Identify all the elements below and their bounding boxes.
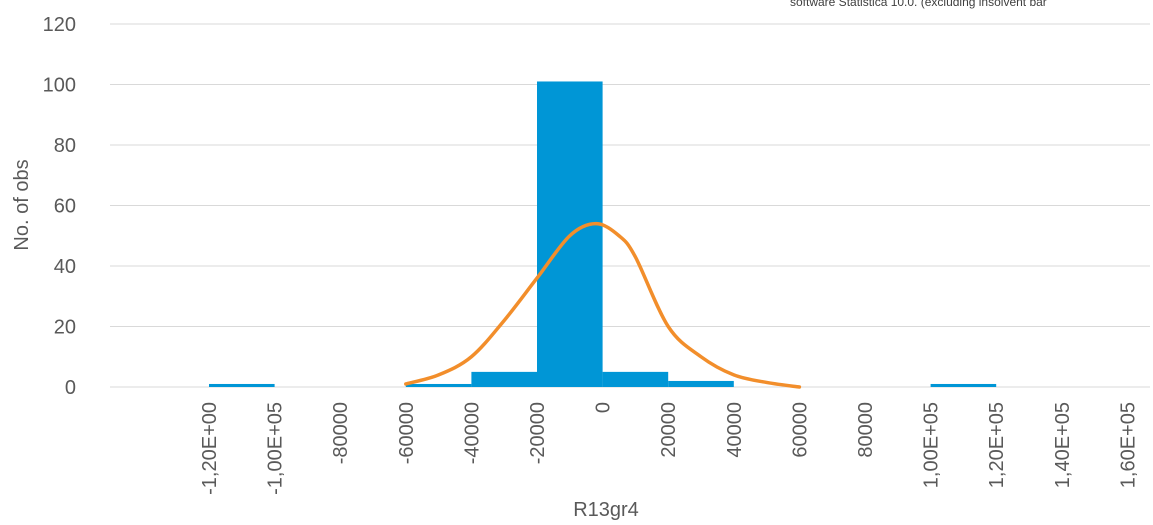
x-tick-13: 1,40E+05 bbox=[1052, 402, 1074, 488]
bar-0 bbox=[209, 383, 275, 387]
y-tick-60: 60 bbox=[54, 196, 76, 218]
histogram-bars bbox=[209, 81, 997, 387]
y-tick-100: 100 bbox=[43, 75, 76, 97]
x-tick-4: -40000 bbox=[461, 402, 483, 464]
bar-4 bbox=[602, 371, 669, 387]
bar-5 bbox=[668, 380, 734, 387]
x-tick-9: 60000 bbox=[789, 402, 811, 458]
x-tick-labels: -1,20E+00 -1,00E+05 -80000 -60000 -40000 -200… bbox=[199, 402, 1139, 495]
y-axis-label: No. of obs bbox=[11, 159, 33, 250]
x-tick-11: 1,00E+05 bbox=[921, 402, 943, 488]
x-tick-1: -1,00E+05 bbox=[265, 402, 287, 495]
grid-lines bbox=[110, 23, 1150, 388]
x-tick-12: 1,20E+05 bbox=[986, 402, 1008, 488]
normal-curve-line bbox=[404, 221, 802, 389]
x-tick-5: -20000 bbox=[527, 402, 549, 464]
x-tick-3: -60000 bbox=[396, 402, 418, 464]
y-tick-40: 40 bbox=[54, 256, 76, 278]
x-axis-label: R13gr4 bbox=[573, 499, 639, 521]
x-tick-0: -1,20E+00 bbox=[199, 402, 221, 495]
bar-6 bbox=[930, 383, 997, 387]
y-tick-labels: 0 20 40 60 80 100 120 bbox=[43, 14, 76, 399]
x-tick-2: -80000 bbox=[330, 402, 352, 464]
y-tick-120: 120 bbox=[43, 14, 76, 36]
y-tick-0: 0 bbox=[65, 377, 76, 399]
x-tick-6: 0 bbox=[593, 402, 615, 413]
x-tick-14: 1,60E+05 bbox=[1117, 402, 1139, 488]
x-tick-8: 40000 bbox=[724, 402, 746, 458]
x-tick-10: 80000 bbox=[855, 402, 877, 458]
chart-note: software Statistica 10.0. (excluding ins… bbox=[790, 0, 1047, 9]
x-tick-7: 20000 bbox=[658, 402, 680, 458]
bar-1 bbox=[405, 383, 472, 387]
y-tick-80: 80 bbox=[54, 135, 76, 157]
bar-2 bbox=[471, 371, 537, 387]
normal-curve bbox=[404, 221, 802, 389]
y-tick-20: 20 bbox=[54, 317, 76, 339]
